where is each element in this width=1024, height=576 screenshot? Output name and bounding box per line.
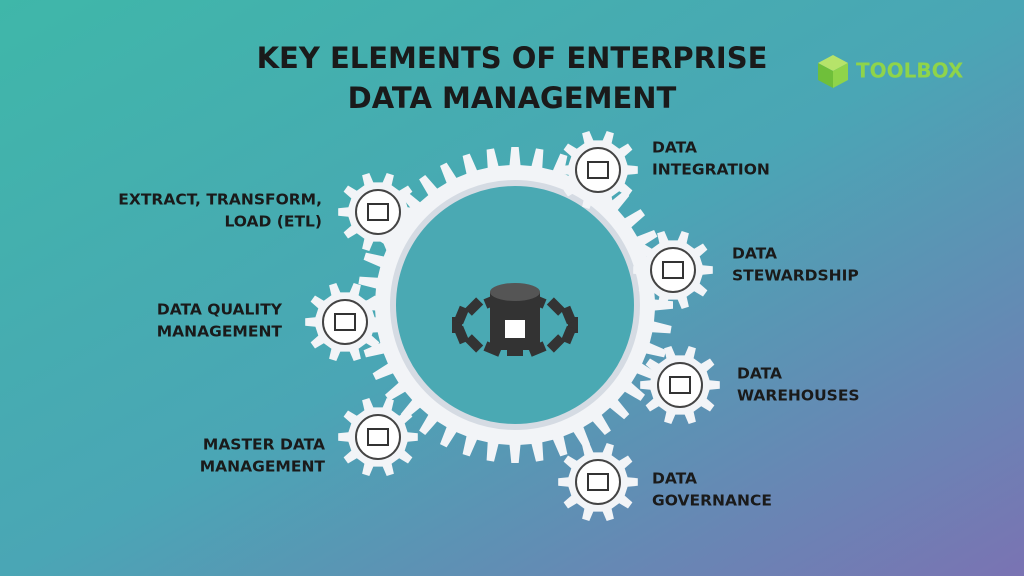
cylinder-mark — [505, 320, 525, 338]
node-icon-bg — [575, 147, 621, 193]
node-icon — [334, 313, 356, 331]
node-label: DATA — [652, 470, 697, 488]
ring-segment — [560, 305, 577, 325]
node-label: MASTER DATA — [203, 436, 325, 454]
node-label: DATA — [732, 245, 777, 263]
node-label: GOVERNANCE — [652, 492, 772, 510]
node-icon — [669, 376, 691, 394]
ring-segment — [507, 346, 523, 356]
node-label: INTEGRATION — [652, 161, 770, 179]
node-label: EXTRACT, TRANSFORM, — [118, 191, 322, 209]
ring-segment — [453, 305, 470, 325]
node-label: WAREHOUSES — [737, 387, 860, 405]
node-icon — [367, 203, 389, 221]
node-label: DATA — [737, 365, 782, 383]
node-icon-bg — [657, 362, 703, 408]
node-label: MANAGEMENT — [157, 323, 283, 341]
node-icon-bg — [575, 459, 621, 505]
title: DATA MANAGEMENT — [348, 81, 677, 115]
logo-icon — [818, 55, 848, 88]
ring-segment — [464, 334, 484, 353]
node-label: LOAD (ETL) — [224, 213, 322, 231]
node-icon-bg — [650, 247, 696, 293]
ring-segment — [560, 325, 577, 345]
cylinder-top — [490, 283, 540, 301]
center-icon — [452, 283, 578, 357]
main-gear-rim — [390, 180, 640, 430]
logo: TOOLBOX — [856, 59, 964, 83]
ring-segment — [546, 297, 566, 316]
node-label: STEWARDSHIP — [732, 267, 859, 285]
node-label: DATA — [652, 139, 697, 157]
node-icon — [367, 428, 389, 446]
title: KEY ELEMENTS OF ENTERPRISE — [257, 41, 768, 75]
node-label: DATA QUALITY — [157, 301, 283, 319]
ring-segment — [464, 297, 484, 316]
node-icon — [662, 261, 684, 279]
node-icon-bg — [322, 299, 368, 345]
node-icon-bg — [355, 414, 401, 460]
node-label: MANAGEMENT — [200, 458, 326, 476]
node-icon-bg — [355, 189, 401, 235]
node-icon — [587, 473, 609, 491]
ring-segment — [546, 334, 566, 353]
node-icon — [587, 161, 609, 179]
